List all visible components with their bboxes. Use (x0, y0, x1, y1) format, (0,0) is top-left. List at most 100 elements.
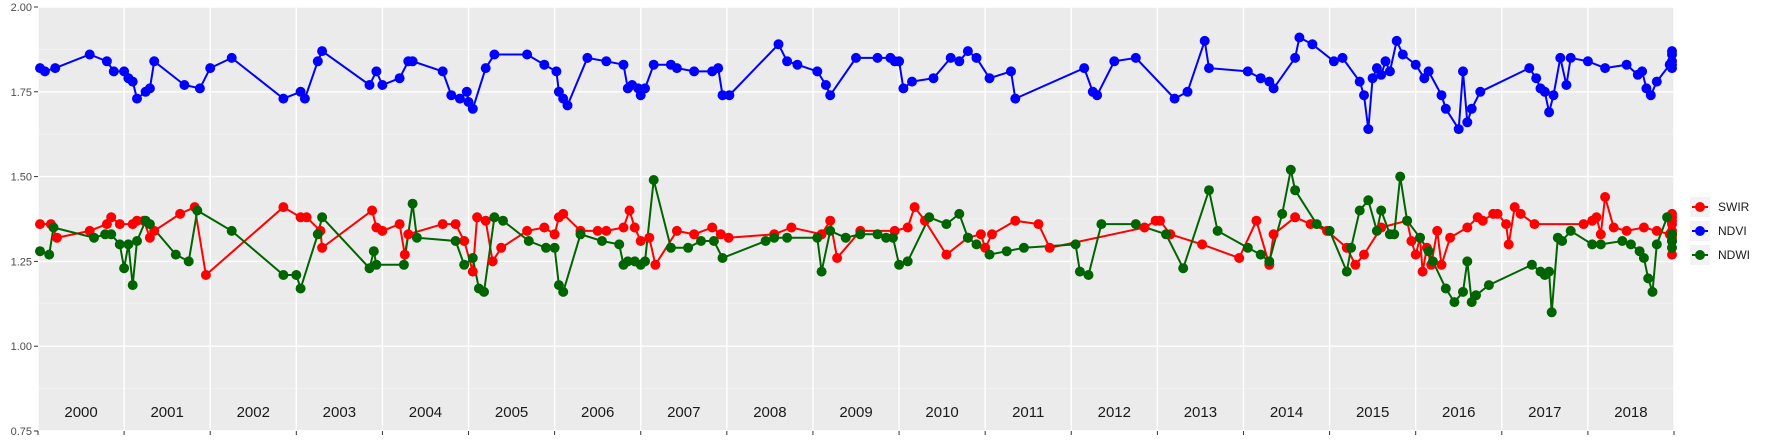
ndwi-point (1311, 219, 1322, 230)
ndvi-point (1268, 83, 1279, 94)
swir-point (1010, 215, 1021, 226)
ndwi-point (1346, 242, 1357, 253)
ndwi-point (894, 259, 905, 270)
ndvi-point (39, 66, 50, 77)
ndvi-point (1548, 90, 1559, 101)
ndwi-point (368, 246, 379, 257)
ndvi-point (1182, 86, 1193, 97)
swir-point (1290, 212, 1301, 223)
ndwi-point (902, 256, 913, 267)
swir-point (1600, 192, 1611, 202)
ndwi-point (1096, 219, 1107, 230)
y-tick-label: 1.00 (11, 341, 32, 353)
ndvi-point (689, 66, 700, 77)
ndwi-point (1255, 249, 1266, 260)
swir-point (394, 219, 405, 230)
ndwi-point (1018, 242, 1029, 253)
ndwi-point (648, 175, 659, 185)
ndvi-point (640, 83, 650, 94)
ndvi-point (898, 83, 909, 94)
ndwi-point (855, 229, 866, 240)
swir-point (106, 212, 117, 223)
ndwi-point (1427, 256, 1438, 267)
ndwi-point (1449, 297, 1460, 308)
ndwi-point (170, 249, 181, 260)
ndwi-point (398, 259, 409, 270)
ndwi-point (812, 232, 823, 243)
ndwi-point (1324, 225, 1335, 236)
ndvi-point (50, 63, 61, 74)
swir-point (480, 215, 491, 226)
ndvi-point (149, 56, 160, 67)
year-label: 2010 (925, 404, 958, 421)
ndwi-point (1354, 205, 1365, 216)
ndvi-point (954, 56, 965, 67)
ndwi-point (411, 232, 422, 243)
ndwi-point (1667, 242, 1677, 253)
ndvi-point (812, 66, 823, 77)
ndwi-point (1625, 239, 1636, 250)
swir-point (1462, 222, 1473, 233)
ndwi-point (665, 242, 676, 253)
ndvi-point (461, 86, 472, 97)
ndvi-point (454, 93, 465, 104)
swir-point (1197, 239, 1208, 250)
ndvi-point (1637, 66, 1648, 77)
ndvi-point (179, 80, 190, 90)
swir-point (723, 232, 734, 243)
year-label: 2003 (323, 404, 356, 421)
swir-point (1651, 225, 1662, 236)
ndvi-point (1410, 59, 1421, 70)
ndwi-point (614, 239, 625, 250)
ndvi-point (101, 56, 112, 67)
ndwi-point (941, 219, 952, 230)
swir-point (114, 219, 125, 230)
ndvi-point (1204, 63, 1214, 74)
ndwi-point (1587, 239, 1598, 250)
ndvi-point (1565, 52, 1576, 63)
ndvi-point (724, 90, 735, 101)
ndwi-point (467, 253, 478, 263)
swir-point (175, 208, 186, 219)
ndwi-point (278, 270, 289, 280)
swir-point (1509, 202, 1520, 213)
ndvi-point (1109, 56, 1120, 67)
ndvi-point (205, 63, 216, 74)
ndvi-point (312, 56, 323, 67)
ndwi-point (597, 236, 607, 246)
ndvi-point (820, 80, 831, 90)
ndwi-point (954, 208, 965, 219)
swir-point (629, 222, 640, 233)
ndvi-point (618, 59, 629, 70)
ndwi-point (924, 212, 935, 223)
ndvi-point (1199, 35, 1210, 46)
ndvi-point (371, 66, 382, 77)
ndvi-point (894, 56, 905, 67)
ndwi-point (1212, 225, 1223, 236)
swir-point (1591, 212, 1602, 223)
ndvi-point (601, 56, 612, 67)
ndvi-point (825, 90, 836, 101)
swir-point (1436, 259, 1447, 270)
legend-label-ndwi: NDWI (1718, 248, 1750, 262)
ndwi-point (127, 280, 138, 291)
year-label: 2000 (64, 404, 97, 421)
ndwi-point (1070, 239, 1081, 250)
ndwi-point (1178, 263, 1189, 274)
ndvi-point (984, 73, 995, 84)
ndwi-point (1161, 229, 1171, 240)
swir-point (496, 242, 507, 253)
ndvi-point (437, 66, 448, 77)
year-label: 2012 (1098, 404, 1131, 421)
ndwi-point (816, 266, 827, 277)
ndvi-point (1458, 66, 1468, 77)
ndvi-point (582, 52, 593, 63)
ndwi-point (683, 242, 694, 253)
ndvi-point (1582, 56, 1593, 67)
swir-point (522, 225, 533, 236)
ndvi-point (1391, 35, 1402, 46)
ndwi-point (450, 236, 461, 246)
ndwi-point (371, 259, 382, 270)
ndwi-point (498, 215, 508, 226)
